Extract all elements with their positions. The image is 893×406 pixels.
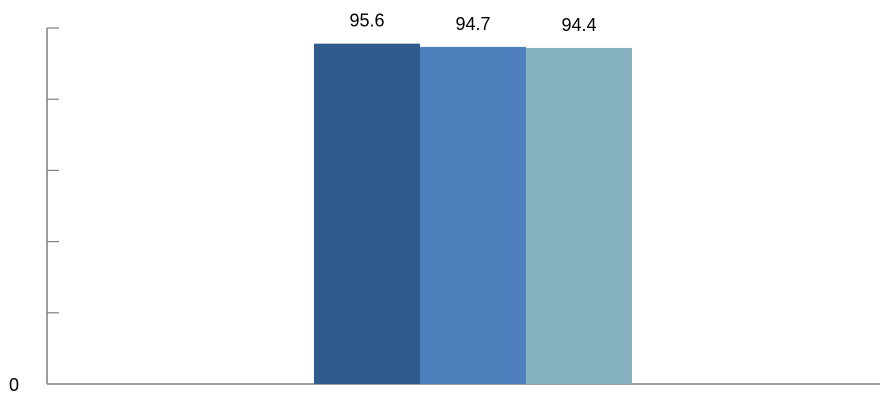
bar-series-1 [314,43,420,384]
data-label-series-3: 94.4 [561,15,596,35]
bar-series-3 [526,47,632,384]
y-ticks: 0 [9,27,59,395]
bars [314,43,632,384]
data-labels: 95.6 94.7 94.4 [349,11,596,35]
data-label-series-1: 95.6 [349,11,384,31]
bar-series-2 [420,46,526,384]
y-tick-label: 0 [9,375,19,395]
data-label-series-2: 94.7 [455,14,490,34]
